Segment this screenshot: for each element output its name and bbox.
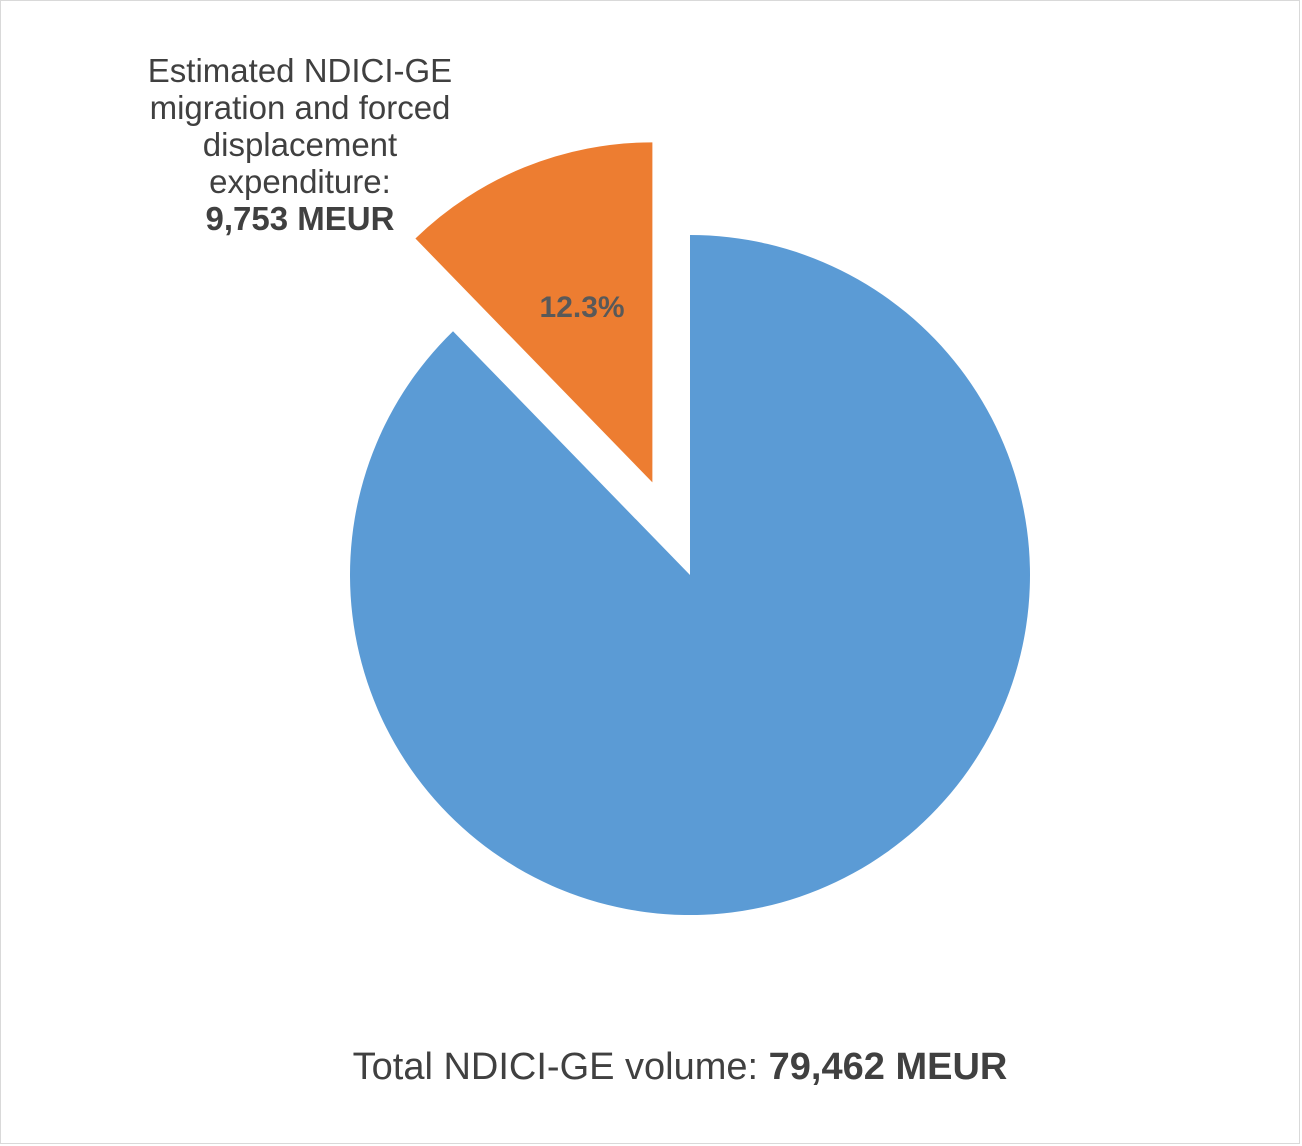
callout-value: 9,753 MEUR — [205, 200, 395, 237]
total-volume-label: Total NDICI-GE volume: 79,462 MEUR — [0, 1046, 1302, 1089]
pie-slice-migration — [415, 142, 653, 483]
pie-slice-other — [349, 235, 1031, 915]
orange-slice-callout: Estimated NDICI-GE migration and forced … — [120, 52, 480, 237]
total-volume-prefix: Total NDICI-GE volume: — [352, 1046, 769, 1088]
callout-line-3: displacement — [202, 126, 398, 163]
total-volume-value: 79,462 MEUR — [768, 1046, 1008, 1088]
callout-line-4: expenditure: — [209, 163, 391, 200]
callout-line-2: migration and forced — [149, 89, 451, 126]
slice-percent-label: 12.3% — [540, 291, 625, 324]
callout-line-1: Estimated NDICI-GE — [147, 52, 453, 89]
